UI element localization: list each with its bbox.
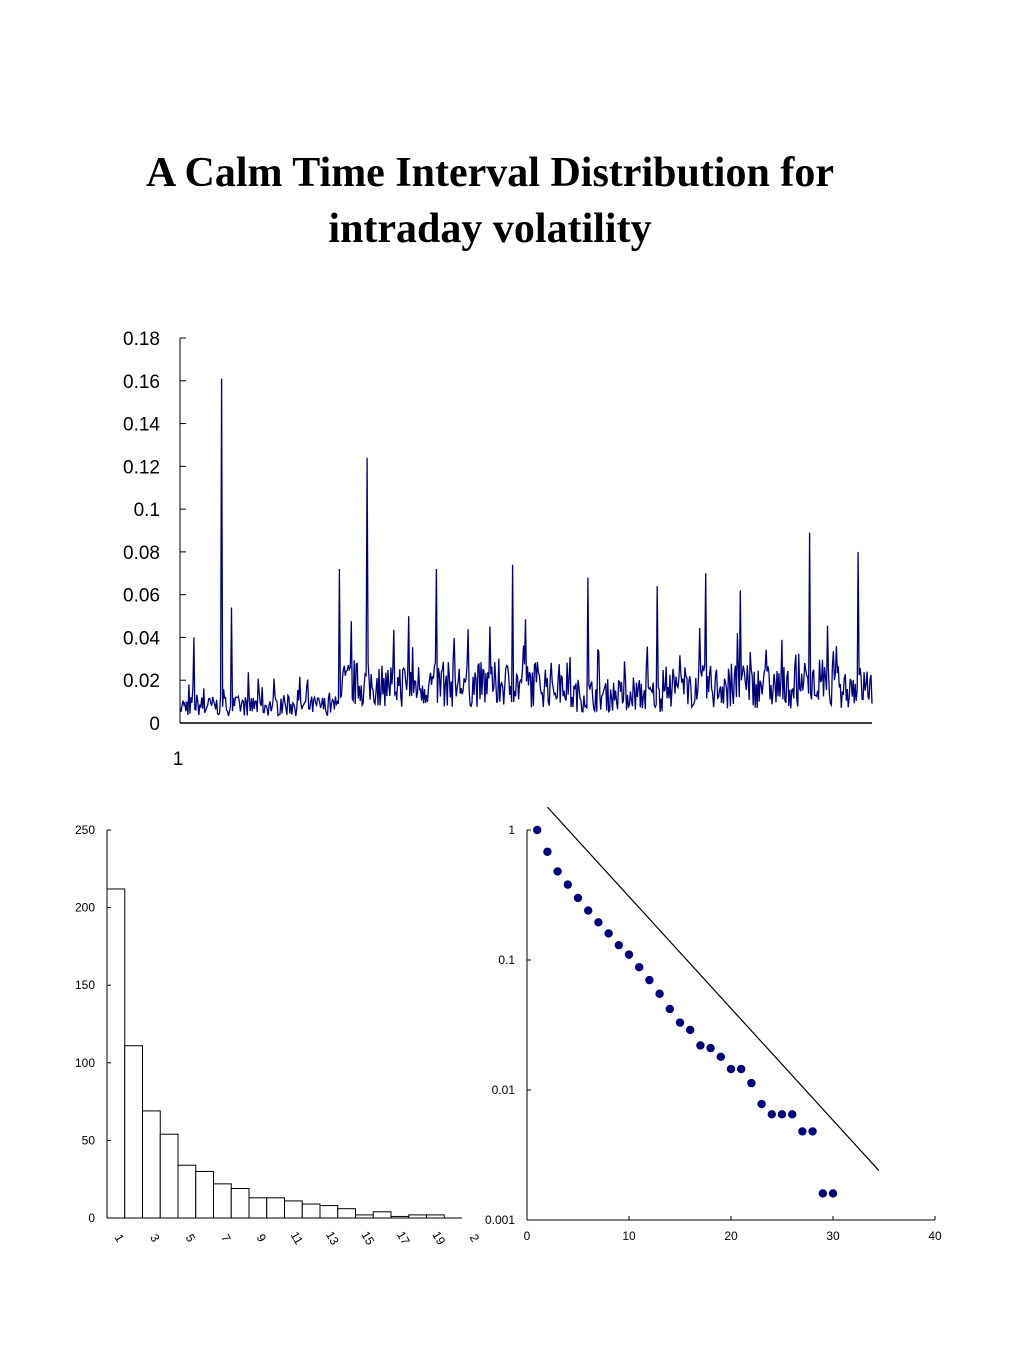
- y-tick-label: 0.18: [123, 329, 160, 350]
- histogram-bar: [195, 1170, 214, 1219]
- scatter-point: [686, 1025, 695, 1035]
- y-tick-label: 0.1: [134, 500, 160, 521]
- scatter-point: [675, 1018, 685, 1027]
- scatter-point: [604, 929, 613, 938]
- volatility-line-chart: 0 0.02 0.04 0.06 0.08 0.1 0.12 0.14 0.16 0.18 1: [123, 329, 873, 770]
- histogram-bar: [159, 1133, 179, 1219]
- scatter-point: [808, 1127, 817, 1136]
- histogram-bar: [142, 1110, 161, 1219]
- y-tick-label: 0.06: [123, 586, 160, 607]
- y-tick-label: 200: [75, 901, 95, 915]
- scatter-point: [624, 950, 634, 959]
- histogram-bar: [230, 1188, 250, 1219]
- scatter-point: [828, 1189, 838, 1198]
- scatter-point: [747, 1078, 756, 1088]
- scatter-point: [614, 940, 623, 950]
- histogram-bar: [106, 888, 126, 1219]
- histogram-bar: [177, 1164, 197, 1219]
- scatter-point: [716, 1052, 725, 1062]
- histogram-bar: [301, 1203, 321, 1219]
- y-tick-label: 0.08: [123, 543, 160, 564]
- y-tick-label: 0.04: [123, 628, 160, 649]
- slide-title: A Calm Time Interval Distribution for in…: [60, 145, 920, 257]
- y-tick-label: 0.12: [123, 457, 160, 478]
- y-tick-label: 250: [75, 823, 95, 837]
- scatter-point: [635, 963, 644, 972]
- y-tick-label: 0: [88, 1211, 95, 1225]
- scatter-point: [798, 1127, 807, 1136]
- scatter-point: [645, 975, 654, 985]
- histogram-bar: [124, 1045, 143, 1219]
- histogram-bar: [319, 1205, 339, 1219]
- y-tick-label: 0.14: [123, 415, 160, 436]
- histogram-bar: [284, 1200, 303, 1219]
- x-tick-label: 13: [323, 1229, 342, 1248]
- x-tick-label: 7: [218, 1232, 234, 1245]
- scatter-point: [563, 880, 572, 889]
- scatter-point: [696, 1041, 705, 1050]
- scatter-point: [533, 825, 542, 835]
- scatter-point: [584, 906, 593, 915]
- x-tick-label: 19: [429, 1229, 448, 1248]
- title-line-1: A Calm Time Interval Distribution for: [146, 150, 834, 196]
- y-tick-label: 0.1: [498, 953, 515, 967]
- x-tick-label: 1: [112, 1232, 128, 1245]
- histogram-bar: [372, 1211, 392, 1219]
- x-tick-label: 9: [254, 1232, 270, 1245]
- x-tick-label: 40: [928, 1229, 942, 1243]
- scatter-point: [573, 893, 583, 903]
- x-tick-label: 0: [524, 1229, 531, 1243]
- scatter-point: [594, 918, 603, 927]
- x-tick-label: 2: [467, 1232, 483, 1245]
- scatter-point: [767, 1110, 776, 1119]
- y-tick-label: 0.02: [123, 671, 160, 692]
- histogram-bar: [337, 1208, 356, 1219]
- x-tick-label: 10: [622, 1229, 636, 1243]
- y-tick-label: 0: [149, 714, 160, 735]
- volatility-series-line: [179, 378, 873, 717]
- scatter-point: [737, 1064, 746, 1074]
- scatter-point: [553, 867, 562, 876]
- y-tick-label: 1: [508, 823, 515, 837]
- scatter-point: [706, 1043, 715, 1053]
- scatter-point: [757, 1099, 766, 1109]
- x-tick-label: 20: [724, 1229, 738, 1243]
- x-tick-label: 11: [288, 1229, 307, 1247]
- scatter-point: [543, 847, 552, 856]
- title-line-2: intraday volatility: [328, 206, 652, 252]
- scatter-point: [788, 1110, 797, 1119]
- x-tick-label: 1: [173, 749, 184, 770]
- y-tick-label: 0.001: [485, 1213, 515, 1227]
- x-tick-label: 5: [183, 1232, 199, 1245]
- x-tick-label: 30: [826, 1229, 840, 1243]
- y-tick-label: 50: [82, 1133, 96, 1147]
- y-tick-label: 0.01: [492, 1083, 516, 1097]
- histogram-bar: [266, 1197, 285, 1219]
- scatter-point: [665, 1004, 674, 1014]
- histogram-bar: [248, 1197, 268, 1219]
- x-tick-label: 15: [358, 1229, 377, 1248]
- scatter-point: [655, 989, 664, 998]
- y-tick-label: 0.16: [123, 372, 160, 393]
- y-tick-label: 150: [75, 978, 95, 992]
- x-tick-label: 17: [394, 1229, 413, 1248]
- y-tick-label: 100: [75, 1056, 95, 1070]
- x-tick-label: 3: [147, 1232, 163, 1245]
- scatter-point: [818, 1189, 827, 1198]
- scatter-point: [726, 1064, 736, 1074]
- reference-line: [546, 806, 880, 1171]
- histogram-bar: [213, 1183, 232, 1219]
- scatter-point: [777, 1110, 787, 1119]
